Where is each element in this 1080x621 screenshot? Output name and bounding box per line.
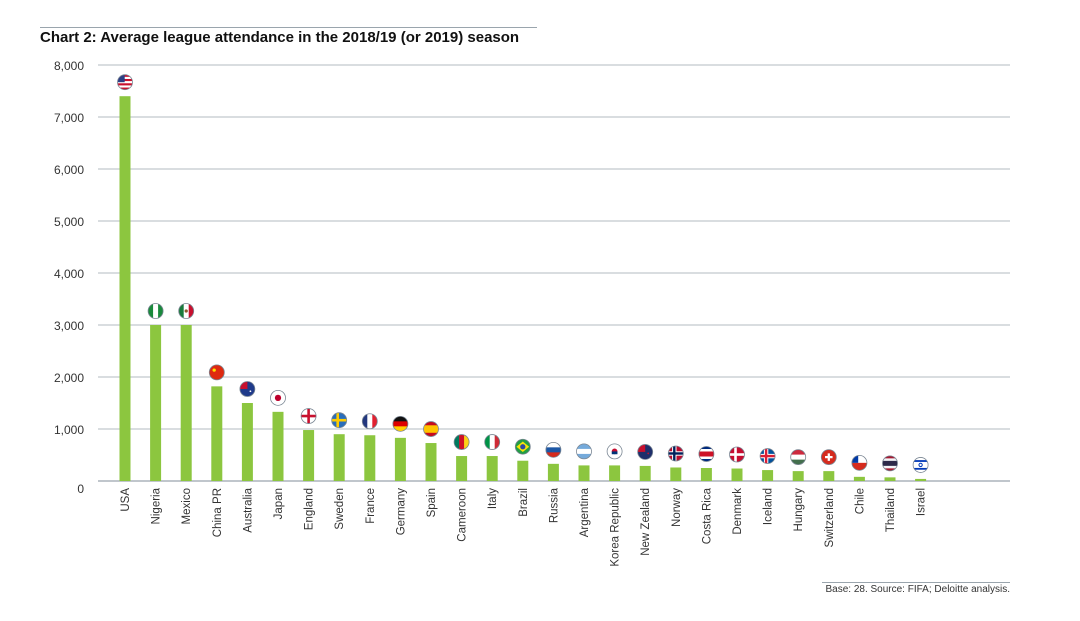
flag-russia-icon — [545, 441, 562, 458]
x-tick-label: Mexico — [181, 488, 193, 524]
y-tick-label: 4,000 — [54, 267, 84, 281]
flag-hungary-icon — [790, 449, 807, 466]
bar-australia — [241, 403, 253, 481]
bar-russia — [547, 463, 559, 481]
flag-norway-icon — [667, 445, 684, 462]
x-tick-label: Japan — [273, 488, 285, 519]
bar-usa — [119, 96, 131, 481]
flag-italy-icon — [484, 434, 501, 450]
bar-hungary — [792, 471, 804, 481]
x-tick-label: Thailand — [885, 488, 897, 532]
flag-sweden-icon — [331, 412, 348, 429]
flag-denmark-icon — [729, 446, 745, 463]
x-tick-label: Switzerland — [824, 488, 836, 547]
y-tick-label: 3,000 — [54, 319, 84, 333]
x-tick-label: China PR — [212, 488, 224, 537]
y-tick-label: 5,000 — [54, 215, 84, 229]
x-tick-label: Israel — [916, 488, 928, 516]
bar-mexico — [180, 325, 192, 481]
y-tick-label: 8,000 — [54, 59, 84, 73]
x-tick-label: Chile — [854, 488, 866, 514]
bar-sweden — [333, 434, 345, 481]
flag-costa-rica-icon — [698, 446, 715, 462]
bar-denmark — [731, 468, 743, 481]
bar-chile — [853, 476, 865, 481]
x-tick-label: Australia — [242, 487, 254, 532]
bar-norway — [670, 467, 682, 481]
bar-brazil — [517, 460, 529, 481]
bar-nigeria — [150, 325, 162, 481]
flag-iceland-icon — [759, 448, 776, 464]
x-tick-label: England — [304, 488, 316, 530]
flag-israel-icon — [912, 457, 929, 473]
chart-title: Chart 2: Average league attendance in th… — [40, 29, 520, 46]
flag-china-icon — [208, 364, 225, 381]
x-tick-label: New Zealand — [640, 488, 652, 556]
x-tick-label: Nigeria — [151, 487, 163, 524]
flag-mexico-icon — [178, 303, 195, 319]
x-tick-label: Cameroon — [457, 488, 469, 542]
bar-germany — [394, 437, 406, 481]
flag-england-icon — [300, 408, 317, 424]
flag-new-zealand-icon — [637, 444, 654, 460]
x-tick-label: USA — [120, 488, 132, 512]
title-rule — [40, 27, 537, 28]
y-tick-label: 0 — [77, 482, 84, 496]
flag-usa-icon — [117, 74, 133, 91]
bar-cameroon — [456, 456, 468, 481]
flag-chile-icon — [851, 454, 868, 471]
bar-new-zealand — [639, 465, 651, 481]
x-tick-label: Brazil — [518, 488, 530, 517]
bar-italy — [486, 456, 498, 481]
x-tick-label: Russia — [548, 487, 560, 523]
bar-japan — [272, 411, 284, 481]
x-tick-label: Argentina — [579, 487, 591, 537]
x-tick-label: France — [365, 488, 377, 524]
y-tick-label: 2,000 — [54, 371, 84, 385]
x-tick-label: Norway — [671, 488, 683, 527]
bar-thailand — [884, 477, 896, 481]
y-tick-label: 1,000 — [54, 423, 84, 437]
x-tick-label: Germany — [395, 488, 407, 536]
bar-spain — [425, 443, 437, 481]
bar-china-pr — [211, 386, 223, 481]
flag-japan-icon — [270, 389, 286, 406]
flag-korea-icon — [606, 443, 623, 460]
x-tick-label: Denmark — [732, 488, 744, 535]
flag-germany-icon — [392, 415, 409, 432]
flag-nigeria-icon — [147, 303, 164, 319]
flag-switzerland-icon — [820, 449, 837, 466]
flag-spain-icon — [423, 421, 439, 437]
y-tick-label: 7,000 — [54, 111, 84, 125]
x-tick-label: Spain — [426, 488, 438, 517]
bar-argentina — [578, 465, 590, 481]
bar-england — [303, 430, 315, 481]
x-tick-label: Hungary — [793, 488, 805, 532]
bar-israel — [915, 478, 927, 481]
y-tick-label: 6,000 — [54, 163, 84, 177]
x-tick-label: Costa Rica — [701, 487, 713, 544]
x-tick-label: Sweden — [334, 488, 346, 530]
flag-australia-icon — [239, 381, 256, 397]
flag-cameroon-icon — [453, 434, 470, 450]
flag-thailand-icon — [882, 455, 898, 472]
bar-iceland — [762, 470, 774, 481]
flag-brazil-icon — [514, 438, 531, 455]
bar-korea-republic — [609, 465, 621, 481]
x-tick-label: Iceland — [763, 488, 775, 525]
bar-france — [364, 435, 376, 481]
footnote-rule — [822, 582, 1010, 583]
flag-argentina-icon — [576, 443, 592, 460]
x-tick-label: Italy — [487, 488, 499, 509]
x-tick-label: Korea Republic — [610, 488, 622, 567]
flag-france-icon — [361, 413, 378, 430]
footnote: Base: 28. Source: FIFA; Deloitte analysi… — [825, 584, 1010, 595]
bar-costa-rica — [700, 468, 712, 481]
bar-switzerland — [823, 471, 835, 481]
